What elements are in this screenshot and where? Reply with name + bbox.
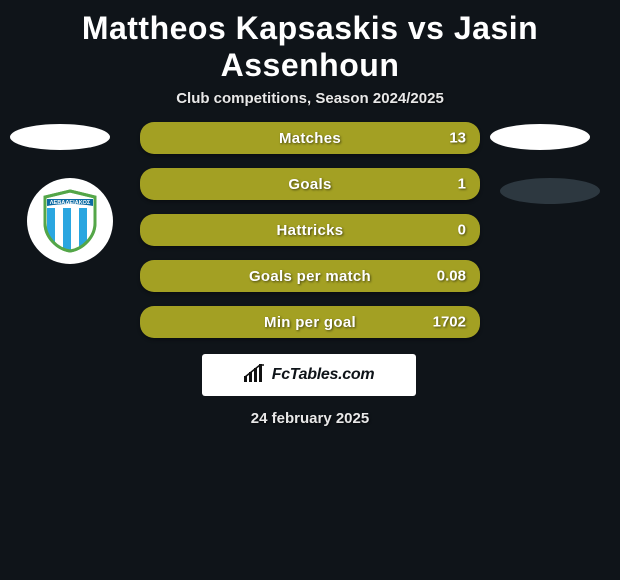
stats-panel: Matches 13 Goals 1 Hattricks 0 Goals per… — [140, 122, 480, 352]
stat-label: Goals per match — [249, 268, 371, 285]
stat-value: 13 — [449, 130, 466, 147]
stat-label: Hattricks — [277, 222, 344, 239]
stat-row-min-per-goal: Min per goal 1702 — [140, 306, 480, 338]
stat-value: 1702 — [433, 314, 466, 331]
player-right-ellipse — [490, 124, 590, 150]
chart-icon — [244, 364, 266, 387]
branding-text: FcTables.com — [272, 366, 375, 384]
stat-label: Goals — [288, 176, 331, 193]
stat-value: 0.08 — [437, 268, 466, 285]
stat-row-matches: Matches 13 — [140, 122, 480, 154]
club-left-badge: ΛΕΒΑΔΕΙΑΚΟΣ — [27, 178, 113, 264]
stat-label: Matches — [279, 130, 341, 147]
stat-label: Min per goal — [264, 314, 356, 331]
stat-value: 0 — [458, 222, 466, 239]
stat-row-goals-per-match: Goals per match 0.08 — [140, 260, 480, 292]
date-text: 24 february 2025 — [0, 410, 620, 427]
player-left-ellipse — [10, 124, 110, 150]
page-title: Mattheos Kapsaskis vs Jasin Assenhoun — [0, 0, 620, 90]
branding-box[interactable]: FcTables.com — [202, 354, 416, 396]
badge-text: ΛΕΒΑΔΕΙΑΚΟΣ — [50, 200, 91, 206]
comparison-card: Mattheos Kapsaskis vs Jasin Assenhoun Cl… — [0, 0, 620, 131]
club-right-ellipse — [500, 178, 600, 204]
stat-value: 1 — [458, 176, 466, 193]
shield-icon: ΛΕΒΑΔΕΙΑΚΟΣ — [41, 189, 99, 253]
stat-row-hattricks: Hattricks 0 — [140, 214, 480, 246]
stat-row-goals: Goals 1 — [140, 168, 480, 200]
